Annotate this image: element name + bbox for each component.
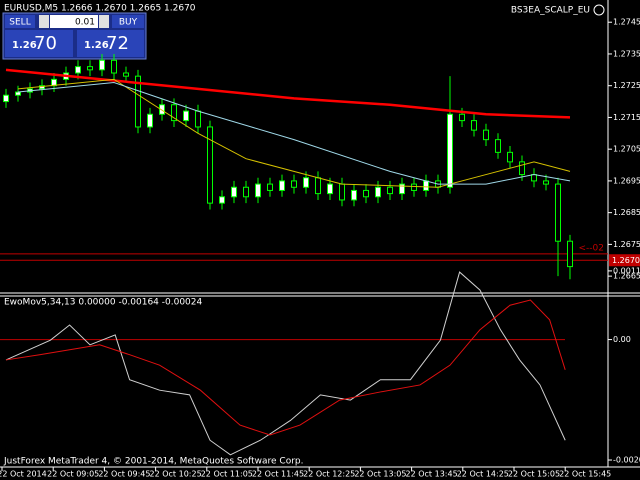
candle-body bbox=[195, 110, 201, 128]
candle-body bbox=[519, 161, 525, 176]
candle-body bbox=[387, 186, 393, 195]
y-tick-label: 1.2685 bbox=[613, 208, 640, 217]
candle-body bbox=[87, 66, 93, 71]
candle-body bbox=[363, 189, 369, 198]
candle-body bbox=[339, 183, 345, 201]
y-tick-label: 1.2735 bbox=[613, 49, 640, 58]
candle-body bbox=[555, 183, 561, 242]
candle-body bbox=[327, 183, 333, 195]
y-tick-label: 1.2675 bbox=[613, 240, 640, 249]
sell-button[interactable] bbox=[5, 15, 35, 28]
line-series bbox=[17, 82, 571, 185]
y-tick-label: 1.2695 bbox=[613, 176, 640, 185]
buy-label: BUY bbox=[119, 18, 138, 28]
candle-body bbox=[567, 240, 573, 268]
bid-box[interactable] bbox=[5, 30, 73, 57]
line-series bbox=[5, 271, 566, 456]
candle-body bbox=[459, 113, 465, 122]
candle-body bbox=[471, 120, 477, 131]
candle-body bbox=[183, 110, 189, 122]
buy-button[interactable] bbox=[112, 15, 144, 28]
candle-body bbox=[99, 59, 105, 71]
lot-value: 0.01 bbox=[75, 18, 95, 28]
expert-name: BS3EA_SCALP_EU bbox=[511, 6, 590, 16]
candle-body bbox=[447, 113, 453, 188]
y-tick-label: 1.2715 bbox=[613, 113, 640, 122]
expert-icon[interactable] bbox=[593, 4, 605, 16]
candle-body bbox=[399, 183, 405, 195]
time-label: 22 Oct 13:45 bbox=[406, 470, 458, 479]
candle-body bbox=[495, 139, 501, 153]
candle-body bbox=[207, 126, 213, 204]
time-label: 22 Oct 14:25 bbox=[457, 470, 509, 479]
ask-small: 72 bbox=[106, 33, 129, 54]
candle-body bbox=[543, 180, 549, 185]
bid-marker bbox=[609, 254, 640, 267]
time-label: 22 Oct 13:05 bbox=[354, 470, 406, 479]
y-tick-label: 0.00 bbox=[613, 335, 631, 344]
one-click-trading: SELL 0.01 BUY 1.26 70 1.26 72 bbox=[2, 12, 147, 60]
y-tick-label: 1.2725 bbox=[613, 81, 640, 90]
time-label: 22 Oct 09:05 bbox=[47, 470, 99, 479]
candle-body bbox=[243, 186, 249, 198]
candle-body bbox=[303, 177, 309, 188]
candle-body bbox=[135, 75, 141, 128]
candle-body bbox=[423, 180, 429, 191]
y-tick-label: 1.2705 bbox=[613, 145, 640, 154]
copyright: JustForex MetaTrader 4, © 2001-2014, Met… bbox=[3, 457, 304, 467]
candle-body bbox=[411, 183, 417, 191]
bid-big: 1.26 bbox=[12, 40, 37, 51]
candle-body bbox=[15, 91, 21, 96]
time-label: 22 Oct 11:05 bbox=[201, 470, 253, 479]
y-tick-label: 1.2665 bbox=[613, 272, 640, 281]
candle-body bbox=[291, 180, 297, 188]
candle-body bbox=[531, 174, 537, 182]
lot-up[interactable] bbox=[99, 15, 109, 28]
candle-body bbox=[267, 183, 273, 191]
sell-label: SELL bbox=[9, 18, 30, 28]
candle-body bbox=[483, 129, 489, 141]
bid-label: 1.2670 bbox=[612, 256, 640, 265]
time-label: 22 Oct 15:05 bbox=[508, 470, 560, 479]
candle-body bbox=[351, 189, 357, 201]
time-label: 22 Oct 12:25 bbox=[303, 470, 355, 479]
candle-body bbox=[255, 183, 261, 198]
time-label: 22 Oct 10:25 bbox=[150, 470, 202, 479]
time-label: 22 Oct 2014 bbox=[0, 470, 47, 479]
candle-body bbox=[39, 85, 45, 90]
candle-body bbox=[75, 66, 81, 74]
ask-box[interactable] bbox=[77, 30, 144, 57]
symbol-title: EURUSD,M5 1.2666 1.2670 1.2665 1.2670 bbox=[4, 4, 196, 14]
time-label: 22 Oct 15:45 bbox=[559, 470, 611, 479]
line-series bbox=[17, 78, 571, 188]
candle-body bbox=[375, 186, 381, 198]
candle-body bbox=[159, 104, 165, 115]
order-label: <--02 bbox=[579, 243, 605, 253]
candle-body bbox=[219, 196, 225, 204]
lot-input[interactable] bbox=[50, 15, 98, 28]
ask-big: 1.26 bbox=[84, 40, 109, 51]
bid-small: 70 bbox=[34, 33, 57, 54]
y-tick-label: 0.00118 bbox=[613, 266, 640, 275]
candle-body bbox=[315, 177, 321, 195]
y-tick-label: -0.00207 bbox=[613, 456, 640, 465]
candle-body bbox=[3, 94, 9, 103]
lot-down[interactable] bbox=[39, 15, 49, 28]
indicator-title: EwoMov5,34,13 0.00000 -0.00164 -0.00024 bbox=[4, 298, 203, 308]
candle-body bbox=[147, 113, 153, 128]
candle-body bbox=[111, 59, 117, 74]
candle-body bbox=[171, 104, 177, 122]
line-series bbox=[5, 299, 566, 436]
time-label: 22 Oct 09:45 bbox=[98, 470, 150, 479]
candle-body bbox=[123, 72, 129, 77]
candle-body bbox=[279, 180, 285, 191]
time-label: 22 Oct 11:45 bbox=[252, 470, 304, 479]
candle-body bbox=[231, 186, 237, 198]
line-series bbox=[5, 68, 571, 119]
candle-body bbox=[507, 151, 513, 163]
y-tick-label: 1.2745 bbox=[613, 18, 640, 27]
